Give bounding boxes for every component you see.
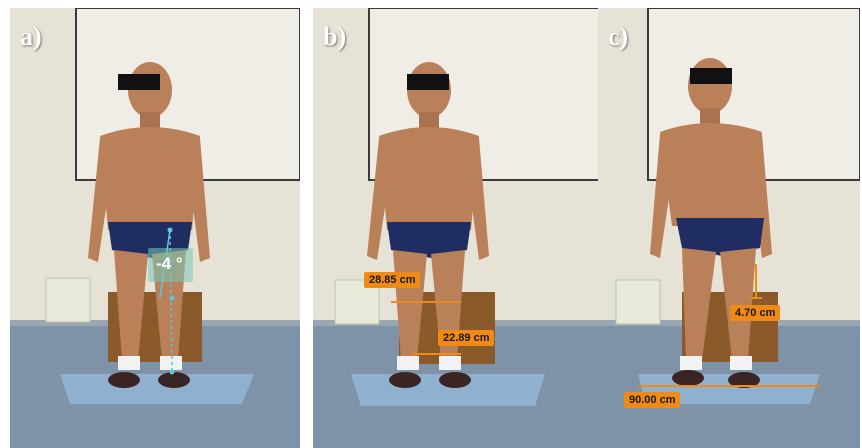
panel-b-label: b) [323, 22, 347, 51]
thigh-width-label: 28.85 cm [364, 272, 421, 288]
panel-b-photo [313, 8, 603, 448]
ankle-width-label: 22.89 cm [438, 330, 495, 346]
mat-width-label: 90.00 cm [624, 392, 681, 408]
panel-c-label: c) [608, 22, 629, 51]
step-height-label: 4.70 cm [730, 305, 781, 321]
panel-a-label: a) [20, 22, 42, 51]
knee-angle-label: -4 ° [148, 248, 193, 282]
panel-a-photo [10, 8, 300, 448]
photo-panel-a: a) -4 ° [10, 8, 300, 448]
photo-panel-c: c) 4.70 cm 90.00 cm [598, 8, 860, 448]
photo-panel-b: b) 28.85 cm 22.89 cm [313, 8, 603, 448]
panel-c-photo [598, 8, 860, 448]
